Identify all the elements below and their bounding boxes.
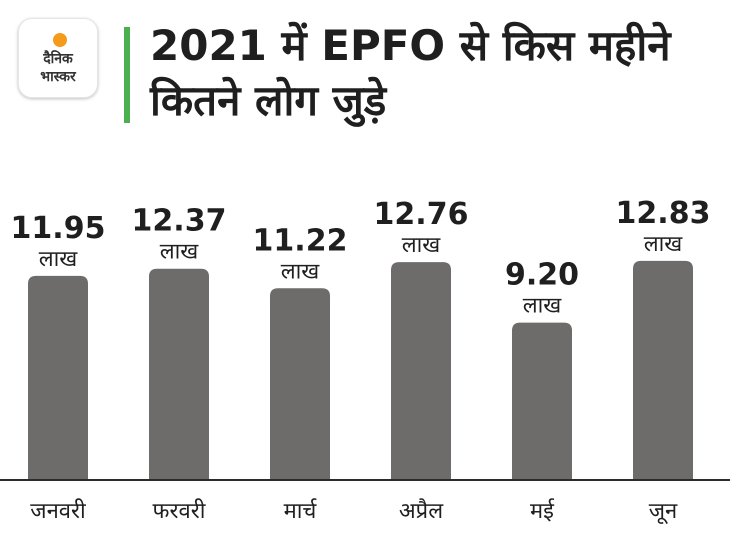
chart-title: 2021 में EPFO से किस महीने कितने लोग जुड… — [150, 21, 671, 125]
data-label-value: 9.20 — [505, 258, 579, 293]
data-label-value: 12.76 — [374, 197, 469, 232]
data-label-unit: लाख — [644, 232, 684, 257]
x-tick-label: मार्च — [284, 498, 318, 524]
x-tick-label: मई — [530, 498, 555, 524]
bar — [633, 260, 693, 479]
sun-icon — [53, 33, 67, 47]
data-label-unit: लाख — [160, 240, 200, 265]
data-label-value: 11.95 — [11, 211, 106, 246]
x-tick-label: जून — [649, 499, 678, 525]
data-label-value: 12.83 — [616, 196, 711, 231]
bar — [512, 322, 572, 479]
data-label-value: 11.22 — [253, 223, 348, 258]
x-tick-label: जनवरी — [30, 498, 86, 524]
bar — [391, 262, 451, 479]
bar — [270, 288, 330, 479]
data-label-unit: लाख — [402, 233, 442, 258]
brand-name-line1: दैनिक — [43, 51, 73, 67]
title-accent-bar — [124, 27, 130, 123]
x-tick-label: फरवरी — [153, 498, 206, 524]
data-label-value: 12.37 — [132, 204, 227, 239]
data-label-unit: लाख — [523, 294, 563, 319]
brand-name-line2: भास्कर — [40, 69, 76, 85]
bar — [28, 275, 88, 479]
x-tick-label: अप्रैल — [399, 498, 444, 524]
brand-logo: दैनिक भास्कर — [18, 18, 98, 98]
data-label-unit: लाख — [281, 259, 321, 284]
bar — [149, 268, 209, 479]
data-label-unit: लाख — [39, 247, 79, 272]
